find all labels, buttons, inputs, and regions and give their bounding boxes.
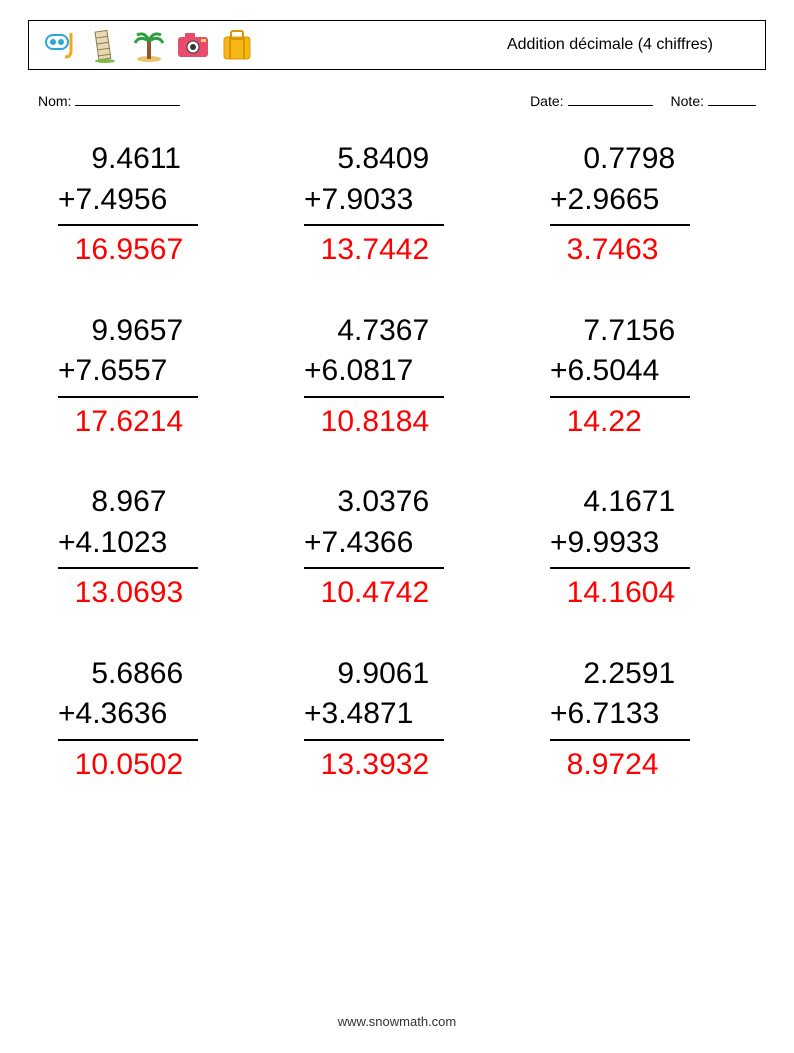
operand-b: +7.9033 [304,180,454,221]
result: 14.22 [550,402,700,443]
operand-b: +6.5044 [550,351,700,392]
result: 14.1604 [550,573,700,614]
problem-rule [58,396,198,398]
camera-icon [173,25,213,65]
problem: 5.8409+7.9033 13.7442 [304,139,454,271]
palm-icon [129,25,169,65]
result: 10.8184 [304,402,454,443]
result: 10.0502 [58,745,208,786]
operand-b: +7.4956 [58,180,208,221]
operand-a: 9.9657 [58,311,208,352]
operand-a: 4.1671 [550,482,700,523]
note-label: Note: [671,93,704,109]
header-box: Addition décimale (4 chiffres) [28,20,766,70]
date-label: Date: [530,93,563,109]
operand-b: +7.4366 [304,523,454,564]
operand-a: 7.7156 [550,311,700,352]
tower-icon [85,25,125,65]
problem: 9.9657+7.6557 17.6214 [58,311,208,443]
operand-a: 9.9061 [304,654,454,695]
meta-row: Nom: Date: Note: [28,92,766,109]
problem-rule [550,739,690,741]
note-field: Note: [671,92,756,109]
operand-b: +4.3636 [58,694,208,735]
result: 13.7442 [304,230,454,271]
operand-a: 3.0376 [304,482,454,523]
result: 10.4742 [304,573,454,614]
problem-rule [58,224,198,226]
operand-b: +9.9933 [550,523,700,564]
problem: 0.7798+2.9665 3.7463 [550,139,700,271]
problems-grid: 9.4611+7.4956 16.9567 5.8409+7.9033 13.7… [28,139,766,785]
problem-rule [550,567,690,569]
problem: 9.9061+3.4871 13.3932 [304,654,454,786]
footer-url: www.snowmath.com [0,1014,794,1029]
result: 16.9567 [58,230,208,271]
note-line [708,92,756,106]
operand-a: 9.4611 [58,139,208,180]
operand-a: 4.7367 [304,311,454,352]
snorkel-icon [41,25,81,65]
problem: 5.6866+4.3636 10.0502 [58,654,208,786]
header-icons [41,25,257,65]
operand-a: 0.7798 [550,139,700,180]
problem-rule [550,224,690,226]
result: 13.0693 [58,573,208,614]
problem: 8.967+4.1023 13.0693 [58,482,208,614]
problem-rule [550,396,690,398]
problem-rule [304,739,444,741]
worksheet-page: Addition décimale (4 chiffres) Nom: Date… [0,0,794,1053]
suitcase-icon [217,25,257,65]
name-field: Nom: [38,92,180,109]
problem-rule [304,224,444,226]
operand-b: +6.7133 [550,694,700,735]
problem-rule [58,739,198,741]
operand-b: +2.9665 [550,180,700,221]
name-line [75,92,180,106]
problem: 4.7367+6.0817 10.8184 [304,311,454,443]
result: 3.7463 [550,230,700,271]
operand-b: +6.0817 [304,351,454,392]
problem: 2.2591+6.7133 8.9724 [550,654,700,786]
result: 13.3932 [304,745,454,786]
problem: 4.1671+9.9933 14.1604 [550,482,700,614]
problem-rule [58,567,198,569]
operand-a: 8.967 [58,482,208,523]
operand-a: 5.8409 [304,139,454,180]
worksheet-title: Addition décimale (4 chiffres) [507,36,753,54]
problem: 7.7156+6.5044 14.22 [550,311,700,443]
result: 8.9724 [550,745,700,786]
problem: 3.0376+7.4366 10.4742 [304,482,454,614]
problem-rule [304,567,444,569]
operand-b: +3.4871 [304,694,454,735]
operand-b: +4.1023 [58,523,208,564]
operand-b: +7.6557 [58,351,208,392]
operand-a: 2.2591 [550,654,700,695]
result: 17.6214 [58,402,208,443]
date-field: Date: [530,92,652,109]
problem-rule [304,396,444,398]
operand-a: 5.6866 [58,654,208,695]
name-label: Nom: [38,93,71,109]
problem: 9.4611+7.4956 16.9567 [58,139,208,271]
date-line [568,92,653,106]
